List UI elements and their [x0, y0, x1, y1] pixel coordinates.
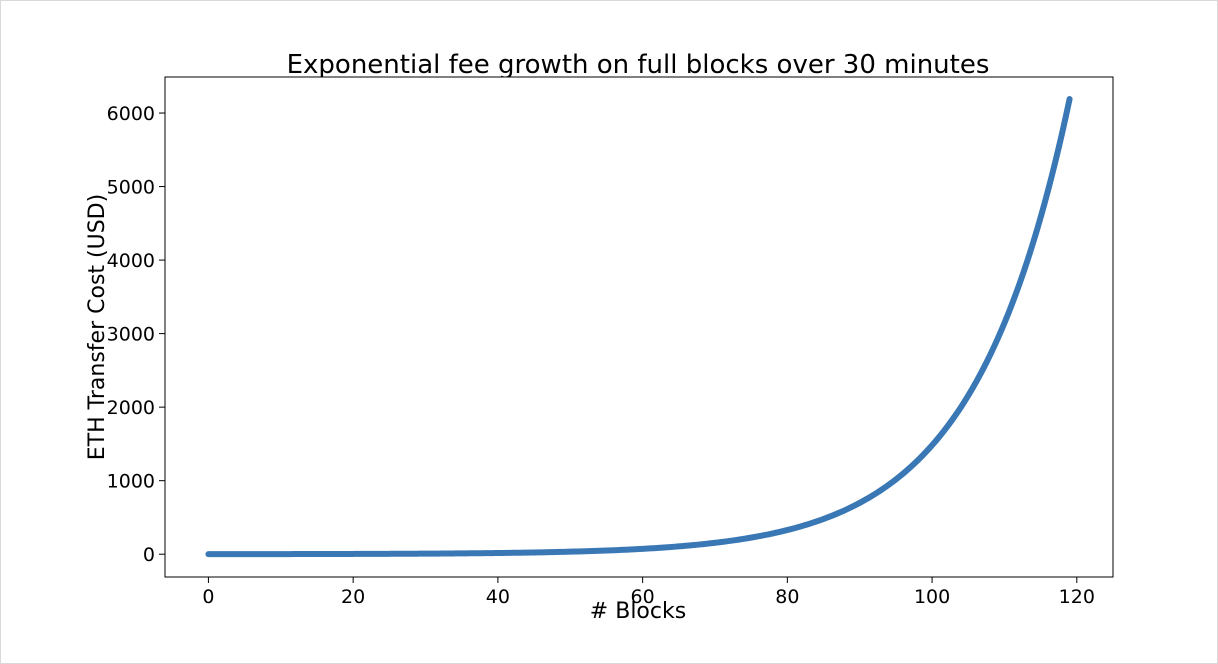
- x-tick-label: 20: [341, 586, 365, 608]
- x-tick-label: 60: [631, 586, 655, 608]
- y-tick-label: 3000: [107, 324, 155, 346]
- y-tick-label: 2000: [107, 397, 155, 419]
- y-tick-label: 1000: [107, 471, 155, 493]
- y-axis-label: ETH Transfer Cost (USD): [85, 194, 110, 460]
- y-tick-label: 4000: [107, 250, 155, 272]
- x-axis: 0 20 40 60 80 100 120: [202, 577, 1095, 608]
- series-line: [205, 96, 1073, 558]
- x-tick-label: 100: [914, 586, 950, 608]
- x-tick-label: 0: [202, 586, 214, 608]
- y-tick-label: 0: [143, 544, 155, 566]
- x-tick-label: 80: [775, 586, 799, 608]
- y-axis: 0 1000 2000 3000 4000 5000 6000: [107, 103, 165, 566]
- y-tick-label: 5000: [107, 177, 155, 199]
- x-tick-label: 40: [486, 586, 510, 608]
- chart-title: Exponential fee growth on full blocks ov…: [287, 50, 990, 80]
- plot-area: [164, 76, 1114, 578]
- x-axis-label: # Blocks: [590, 599, 686, 624]
- x-tick-label: 120: [1059, 586, 1095, 608]
- y-tick-label: 6000: [107, 103, 155, 125]
